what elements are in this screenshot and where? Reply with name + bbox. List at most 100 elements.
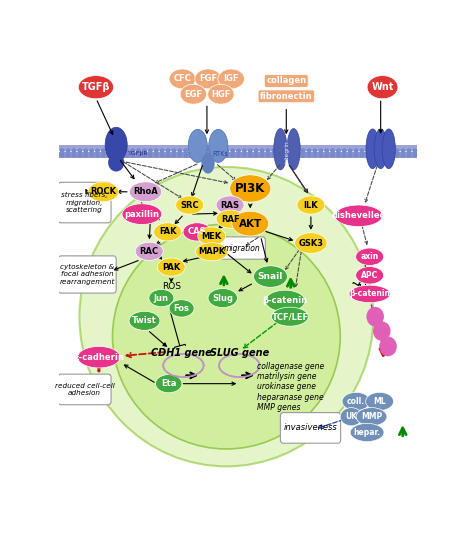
Ellipse shape <box>366 129 379 169</box>
Ellipse shape <box>149 289 174 307</box>
Ellipse shape <box>195 69 221 89</box>
Circle shape <box>284 153 287 157</box>
Ellipse shape <box>157 258 185 276</box>
Circle shape <box>413 153 417 157</box>
Circle shape <box>343 149 346 153</box>
Circle shape <box>73 153 75 157</box>
Ellipse shape <box>254 266 287 287</box>
Circle shape <box>66 149 70 153</box>
Text: RhoA: RhoA <box>133 187 158 197</box>
Text: paxillin: paxillin <box>124 209 159 219</box>
Circle shape <box>161 153 164 157</box>
Circle shape <box>131 149 134 153</box>
Circle shape <box>61 149 64 153</box>
Text: TGFβR: TGFβR <box>128 151 148 156</box>
Circle shape <box>161 149 164 153</box>
Circle shape <box>296 149 299 153</box>
Circle shape <box>249 149 252 153</box>
Circle shape <box>272 153 275 157</box>
Circle shape <box>208 153 211 157</box>
Text: Jun: Jun <box>154 294 169 302</box>
Circle shape <box>378 149 381 153</box>
Ellipse shape <box>265 290 305 311</box>
Ellipse shape <box>208 288 237 308</box>
Text: PI3K: PI3K <box>235 182 265 195</box>
Text: Eta: Eta <box>161 379 176 388</box>
Circle shape <box>137 149 140 153</box>
Circle shape <box>196 153 199 157</box>
Circle shape <box>155 149 158 153</box>
Circle shape <box>190 149 193 153</box>
Circle shape <box>243 153 246 157</box>
Text: Twist: Twist <box>132 316 157 325</box>
FancyBboxPatch shape <box>58 256 116 293</box>
Text: Fos: Fos <box>173 304 190 313</box>
Circle shape <box>178 149 182 153</box>
Ellipse shape <box>105 127 127 162</box>
Circle shape <box>225 153 228 157</box>
Text: migration: migration <box>224 244 261 252</box>
Circle shape <box>96 153 99 157</box>
Ellipse shape <box>216 196 244 214</box>
Circle shape <box>260 149 264 153</box>
Circle shape <box>337 153 340 157</box>
Ellipse shape <box>230 175 271 202</box>
Circle shape <box>178 153 182 157</box>
Circle shape <box>61 153 64 157</box>
Circle shape <box>237 149 240 153</box>
Ellipse shape <box>365 393 393 410</box>
Circle shape <box>272 149 275 153</box>
Text: integrin: integrin <box>284 141 290 163</box>
Circle shape <box>325 149 328 153</box>
Text: collagen: collagen <box>266 76 306 85</box>
Ellipse shape <box>183 223 211 241</box>
Ellipse shape <box>209 129 228 162</box>
Text: axin: axin <box>361 252 379 261</box>
Circle shape <box>125 149 128 153</box>
Ellipse shape <box>356 248 383 265</box>
Circle shape <box>366 149 369 153</box>
Circle shape <box>331 149 334 153</box>
Circle shape <box>172 149 175 153</box>
Text: RAF: RAF <box>221 215 239 223</box>
Ellipse shape <box>272 307 308 326</box>
Text: RTKs: RTKs <box>212 151 228 157</box>
Ellipse shape <box>78 346 120 368</box>
Text: reduced cell-cell
adhesion: reduced cell-cell adhesion <box>55 383 115 396</box>
Ellipse shape <box>176 196 204 214</box>
Circle shape <box>284 149 287 153</box>
Ellipse shape <box>169 300 194 317</box>
Circle shape <box>355 149 358 153</box>
Ellipse shape <box>274 128 287 170</box>
Circle shape <box>231 149 234 153</box>
Circle shape <box>172 153 175 157</box>
Circle shape <box>337 149 340 153</box>
Circle shape <box>348 153 352 157</box>
Circle shape <box>266 153 270 157</box>
Circle shape <box>219 149 222 153</box>
Text: TGFβ: TGFβ <box>82 82 110 92</box>
Text: AKT: AKT <box>238 219 262 229</box>
Text: EGF: EGF <box>184 90 202 99</box>
Circle shape <box>372 149 375 153</box>
Circle shape <box>378 153 381 157</box>
Circle shape <box>319 149 322 153</box>
Ellipse shape <box>78 76 114 99</box>
Circle shape <box>131 153 134 157</box>
Text: ILK: ILK <box>303 200 318 209</box>
Circle shape <box>348 149 352 153</box>
Circle shape <box>384 153 387 157</box>
Circle shape <box>149 153 152 157</box>
Ellipse shape <box>129 182 162 202</box>
Circle shape <box>113 153 117 157</box>
Circle shape <box>396 149 399 153</box>
Ellipse shape <box>169 69 196 89</box>
Circle shape <box>249 153 252 157</box>
Text: APC: APC <box>361 271 378 280</box>
Ellipse shape <box>297 196 325 214</box>
Text: β-catenin: β-catenin <box>349 289 390 299</box>
Ellipse shape <box>122 204 162 224</box>
Circle shape <box>355 153 358 157</box>
Text: dishevelled: dishevelled <box>331 211 386 220</box>
Circle shape <box>66 153 70 157</box>
